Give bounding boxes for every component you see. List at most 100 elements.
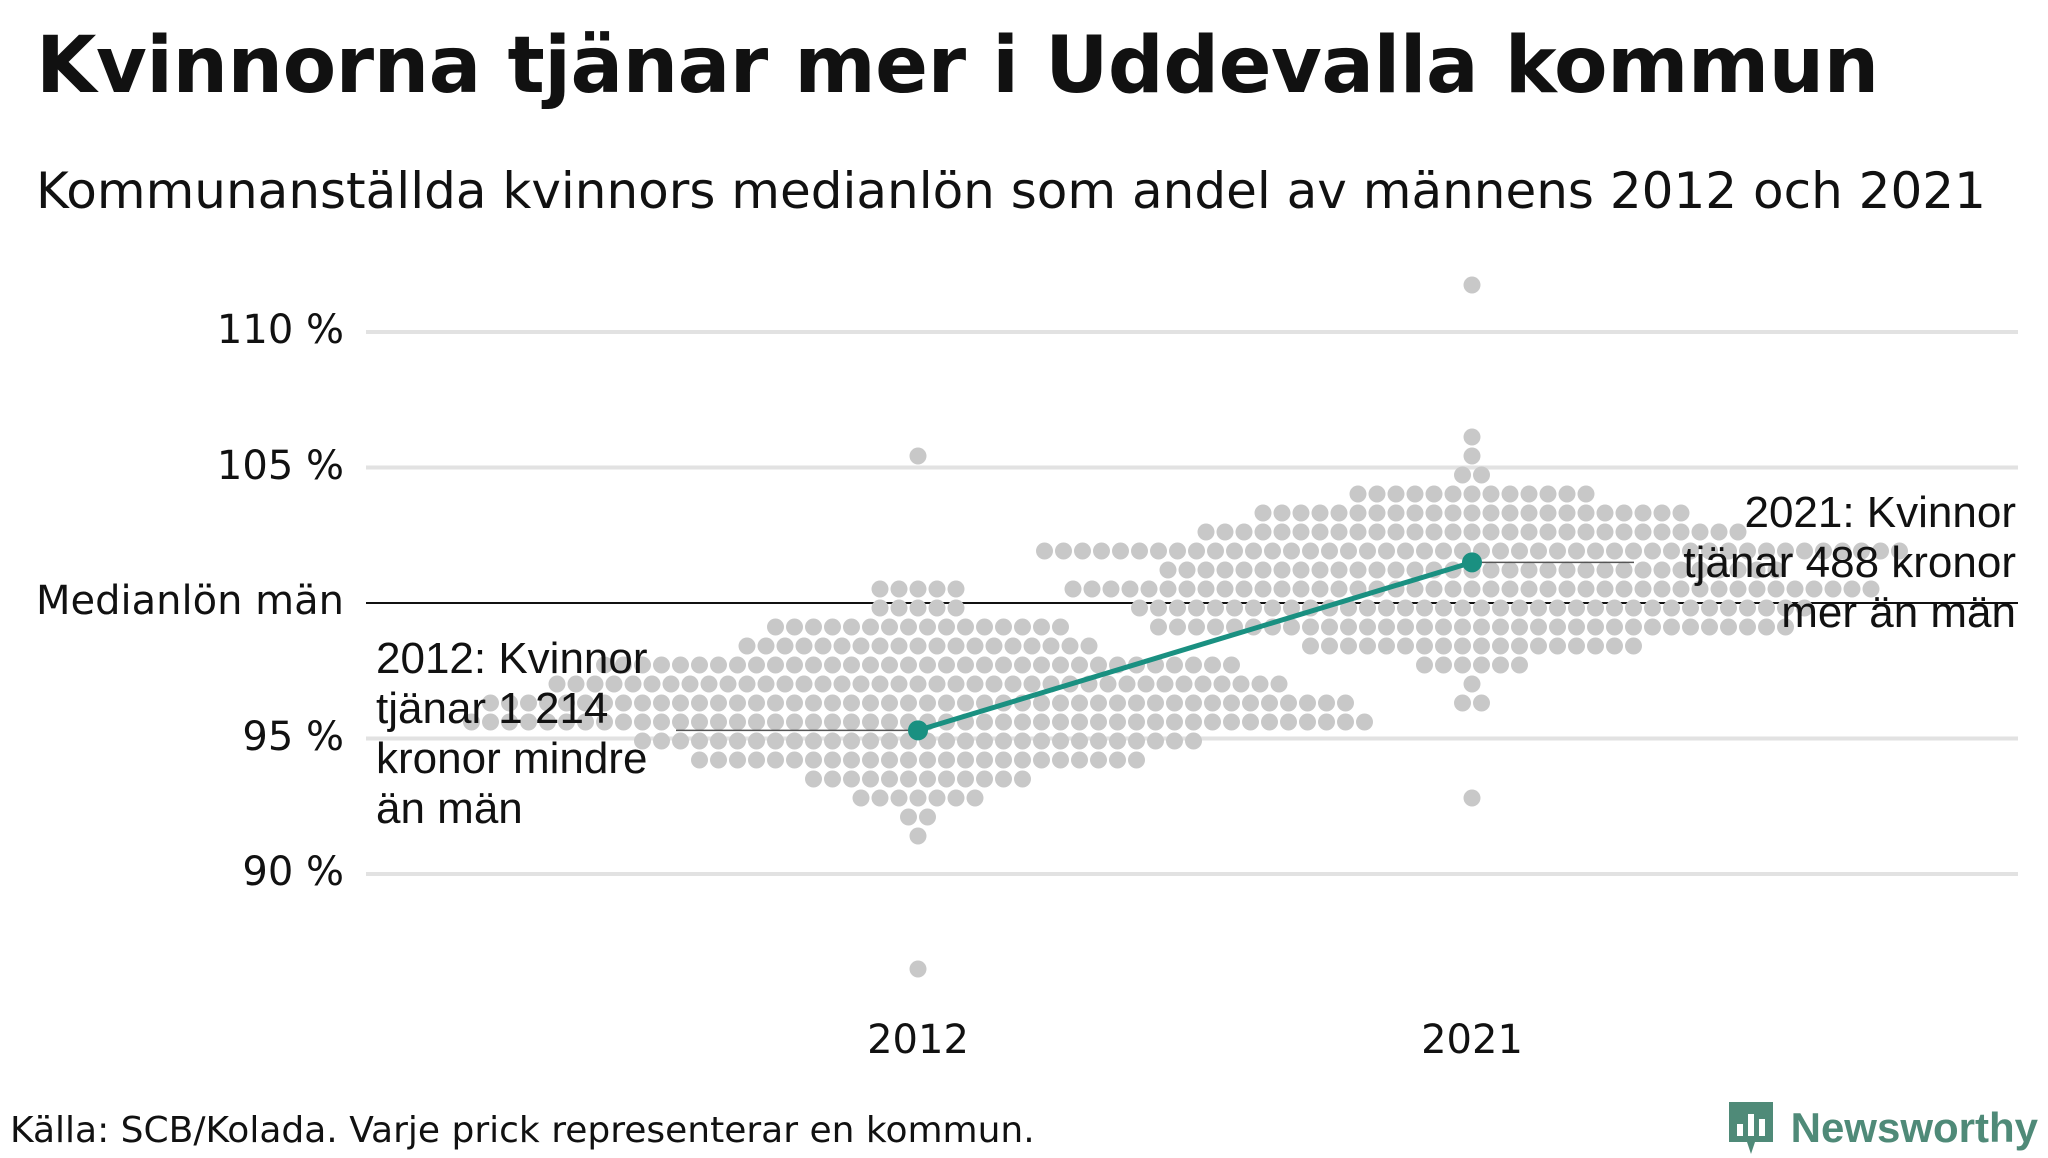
kommun-dot	[1710, 580, 1728, 598]
kommun-dot	[1739, 542, 1756, 560]
kommun-dot	[1159, 561, 1177, 579]
kommun-dot	[615, 713, 632, 731]
kommun-dot	[890, 789, 908, 807]
kommun-dot	[1435, 599, 1452, 617]
kommun-dot	[1337, 694, 1354, 712]
kommun-dot	[748, 751, 765, 769]
kommun-dot	[862, 770, 879, 788]
annotation-line: tjänar 488 kronor	[1683, 538, 2016, 587]
kommun-dot	[1150, 618, 1167, 636]
kommun-dot	[1463, 485, 1481, 503]
kommun-dot	[957, 770, 974, 788]
kommun-dot	[1482, 580, 1500, 598]
kommun-dot	[1463, 276, 1481, 294]
kommun-dot	[1261, 713, 1278, 731]
kommun-dot	[1473, 637, 1490, 655]
kommun-dot	[1071, 751, 1088, 769]
kommun-dot	[1444, 580, 1462, 598]
kommun-dot	[1033, 694, 1050, 712]
kommun-dot	[586, 675, 604, 693]
kommun-dot	[1254, 561, 1272, 579]
kommun-dot	[1299, 694, 1316, 712]
kommun-dot	[1188, 599, 1205, 617]
kommun-dot	[767, 732, 784, 750]
kommun-dot	[1634, 523, 1652, 541]
kommun-dot	[719, 675, 737, 693]
kommun-dot	[653, 694, 670, 712]
kommun-dot	[1264, 599, 1281, 617]
kommun-dot	[1036, 542, 1053, 560]
kommun-dot	[1387, 504, 1405, 522]
kommun-dot	[909, 447, 927, 465]
x-tick-label: 2021	[1421, 1017, 1523, 1063]
kommun-dot	[1359, 637, 1376, 655]
kommun-dot	[634, 656, 651, 674]
kommun-dot	[900, 694, 917, 712]
kommun-dot	[957, 618, 974, 636]
kommun-dot	[786, 656, 803, 674]
kommun-dot	[843, 618, 860, 636]
kommun-dot	[577, 713, 594, 731]
kommun-dot	[1242, 713, 1259, 731]
kommun-dot	[700, 675, 718, 693]
kommun-dot	[824, 694, 841, 712]
kommun-dot	[624, 675, 642, 693]
kommun-dot	[653, 732, 670, 750]
kommun-dot	[1378, 637, 1395, 655]
kommun-dot	[1482, 523, 1500, 541]
kommun-dot	[1634, 580, 1652, 598]
kommun-dot	[1568, 542, 1585, 560]
kommun-dot	[1235, 523, 1253, 541]
kommun-dot	[805, 713, 822, 731]
kommun-dot	[966, 675, 984, 693]
kommun-dot	[919, 751, 936, 769]
kommun-dot	[843, 713, 860, 731]
kommun-dot	[710, 656, 727, 674]
kommun-dot	[653, 713, 670, 731]
kommun-dot	[966, 637, 984, 655]
kommun-dot	[1378, 542, 1395, 560]
kommun-dot	[862, 713, 879, 731]
kommun-dot	[1425, 485, 1443, 503]
kommun-dot	[776, 637, 794, 655]
kommun-dot	[1159, 580, 1177, 598]
kommun-dot	[1197, 523, 1215, 541]
kommun-dot	[1109, 694, 1126, 712]
kommun-dot	[1387, 561, 1405, 579]
kommun-dot	[558, 713, 575, 731]
kommun-dot	[1074, 542, 1091, 560]
kommun-dot	[539, 694, 556, 712]
kommun-dot	[634, 694, 651, 712]
y-tick-label: 95 %	[242, 713, 344, 760]
annotation-2021: 2021: Kvinnor tjänar 488 kronor mer än m…	[1683, 488, 2016, 638]
kommun-dot	[909, 675, 927, 693]
kommun-dot	[957, 694, 974, 712]
chart-title: Kvinnorna tjänar mer i Uddevalla kommun	[36, 21, 1879, 111]
kommun-dot	[1482, 504, 1500, 522]
kommun-dot	[1337, 713, 1354, 731]
kommun-dot	[900, 656, 917, 674]
kommun-dot	[596, 713, 613, 731]
kommun-dot	[1530, 637, 1547, 655]
kommun-dot	[1213, 675, 1231, 693]
kommun-dot	[786, 713, 803, 731]
kommun-dot	[1071, 656, 1088, 674]
kommun-dot	[976, 770, 993, 788]
kommun-dot	[1368, 504, 1386, 522]
kommun-dot	[1207, 618, 1224, 636]
kommun-dot	[1748, 580, 1766, 598]
kommun-dot	[1318, 713, 1335, 731]
kommun-dot	[1511, 618, 1528, 636]
kommun-dot	[871, 637, 889, 655]
kommun-dot	[1397, 599, 1414, 617]
kommun-dot	[1796, 542, 1813, 560]
kommun-dot	[1587, 637, 1604, 655]
kommun-dot	[1606, 637, 1623, 655]
kommun-dot	[1055, 542, 1072, 560]
kommun-dot	[1169, 618, 1186, 636]
kommun-dot	[928, 675, 946, 693]
kommun-dot	[862, 694, 879, 712]
kommun-dot	[1416, 656, 1433, 674]
kommun-dot	[1397, 542, 1414, 560]
annotation-2012: 2012: Kvinnor tjänar 1 214 kronor mindre…	[376, 634, 648, 834]
